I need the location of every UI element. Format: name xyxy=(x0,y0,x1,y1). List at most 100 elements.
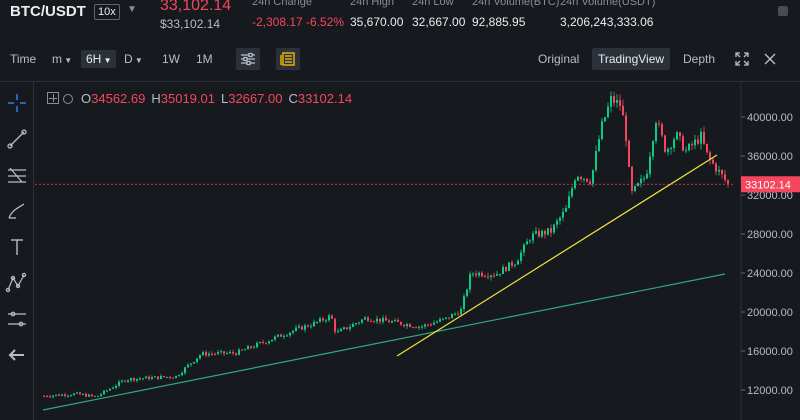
candle[interactable] xyxy=(52,395,54,399)
candle[interactable] xyxy=(514,263,516,268)
candle[interactable] xyxy=(145,376,147,379)
candle[interactable] xyxy=(259,341,261,344)
candle[interactable] xyxy=(364,315,366,320)
candle[interactable] xyxy=(55,394,57,397)
candle[interactable] xyxy=(280,333,282,337)
candle[interactable] xyxy=(481,271,483,278)
candle[interactable] xyxy=(547,228,549,236)
candle[interactable] xyxy=(172,377,174,379)
candle[interactable] xyxy=(388,318,390,323)
candle[interactable] xyxy=(211,351,213,357)
candle[interactable] xyxy=(106,389,108,393)
candle[interactable] xyxy=(586,178,588,183)
candle[interactable] xyxy=(448,317,450,320)
candle[interactable] xyxy=(337,328,339,334)
candle[interactable] xyxy=(247,344,249,350)
candle[interactable] xyxy=(703,126,705,145)
visibility-icon[interactable] xyxy=(63,94,73,104)
candle[interactable] xyxy=(583,178,585,183)
candle[interactable] xyxy=(628,139,630,168)
candle[interactable] xyxy=(238,347,240,356)
candle[interactable] xyxy=(505,266,507,273)
candle[interactable] xyxy=(607,102,609,119)
candle[interactable] xyxy=(538,228,540,238)
interval-6h[interactable]: 6H ▼ xyxy=(81,50,117,68)
candle[interactable] xyxy=(445,317,447,320)
candle[interactable] xyxy=(340,327,342,332)
candle[interactable] xyxy=(376,315,378,324)
back-arrow-icon[interactable] xyxy=(4,342,30,368)
candle[interactable] xyxy=(679,131,681,142)
candle[interactable] xyxy=(436,320,438,324)
candle[interactable] xyxy=(496,270,498,276)
close-icon[interactable] xyxy=(758,48,782,70)
candle[interactable] xyxy=(97,395,99,397)
candle[interactable] xyxy=(127,379,129,384)
candle[interactable] xyxy=(394,318,396,322)
candle[interactable] xyxy=(472,272,474,278)
candle[interactable] xyxy=(187,363,189,368)
pattern-icon[interactable] xyxy=(4,270,30,296)
pair-name[interactable]: BTC/USDT xyxy=(10,3,86,20)
pair-dropdown-icon[interactable]: ▼ xyxy=(127,4,137,15)
candle[interactable] xyxy=(646,169,648,180)
candle[interactable] xyxy=(370,318,372,322)
candle[interactable] xyxy=(283,334,285,340)
candle[interactable] xyxy=(385,315,387,321)
candle[interactable] xyxy=(571,185,573,199)
candle[interactable] xyxy=(61,393,63,397)
candle[interactable] xyxy=(58,393,60,397)
candle[interactable] xyxy=(292,330,294,335)
candle[interactable] xyxy=(661,122,663,138)
interval-day[interactable]: D ▼ xyxy=(124,52,143,66)
candle[interactable] xyxy=(214,352,216,356)
candle[interactable] xyxy=(685,146,687,154)
candle[interactable] xyxy=(421,325,423,330)
candle[interactable] xyxy=(406,322,408,329)
candle[interactable] xyxy=(109,387,111,391)
price-axis[interactable] xyxy=(741,82,800,420)
candle[interactable] xyxy=(322,316,324,323)
candle[interactable] xyxy=(46,395,48,398)
candle[interactable] xyxy=(598,135,600,152)
candle[interactable] xyxy=(658,119,660,128)
measure-icon[interactable] xyxy=(4,306,30,332)
candle[interactable] xyxy=(175,375,177,379)
candle[interactable] xyxy=(463,293,465,313)
candle[interactable] xyxy=(142,378,144,381)
candle[interactable] xyxy=(382,315,384,325)
candle[interactable] xyxy=(562,207,564,222)
candle[interactable] xyxy=(217,349,219,356)
candle[interactable] xyxy=(706,143,708,155)
candle[interactable] xyxy=(622,99,624,116)
candle[interactable] xyxy=(223,351,225,356)
candle[interactable] xyxy=(220,349,222,355)
candle[interactable] xyxy=(157,376,159,381)
candle[interactable] xyxy=(232,349,234,356)
candle[interactable] xyxy=(64,392,66,398)
leverage-badge[interactable]: 10x xyxy=(94,4,120,20)
candle[interactable] xyxy=(70,394,72,397)
price-chart[interactable]: 40000.00 36000.00 32000.00 28000.00 24000.00… xyxy=(35,82,800,420)
candle[interactable] xyxy=(178,374,180,377)
candle[interactable] xyxy=(130,377,132,383)
candle[interactable] xyxy=(625,111,627,147)
candle[interactable] xyxy=(298,323,300,329)
candle[interactable] xyxy=(277,334,279,338)
candle[interactable] xyxy=(166,376,168,378)
candle[interactable] xyxy=(676,130,678,141)
candle[interactable] xyxy=(694,134,696,150)
candle[interactable] xyxy=(640,174,642,188)
interval-minutes[interactable]: m ▼ xyxy=(52,52,73,66)
candle[interactable] xyxy=(469,271,471,293)
candle[interactable] xyxy=(619,94,621,111)
candle[interactable] xyxy=(529,239,531,244)
candle[interactable] xyxy=(133,377,135,382)
candle[interactable] xyxy=(163,375,165,378)
candle[interactable] xyxy=(289,332,291,338)
candle[interactable] xyxy=(361,318,363,325)
candle[interactable] xyxy=(226,351,228,355)
candle[interactable] xyxy=(274,335,276,342)
candle[interactable] xyxy=(316,321,318,324)
candle[interactable] xyxy=(721,169,723,179)
